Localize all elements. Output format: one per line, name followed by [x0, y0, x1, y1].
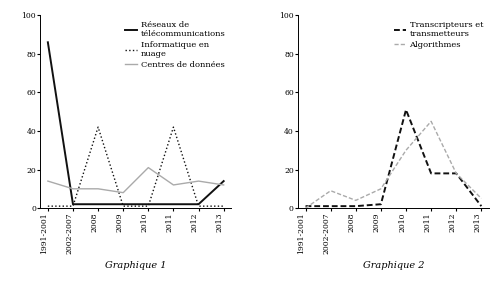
Transcripteurs et
transmetteurs [353, 204, 359, 208]
Line: Informatique en
nuage: Informatique en nuage [48, 127, 224, 206]
Legend: Transcripteurs et
transmetteurs, Algorithmes: Transcripteurs et transmetteurs, Algorit… [392, 20, 485, 50]
Centres de données [45, 179, 51, 183]
Informatique en
nuage [120, 204, 126, 208]
Transcripteurs et
transmetteurs [328, 204, 334, 208]
Réseaux de
télécommunications [70, 202, 76, 206]
Réseaux de
télécommunications [170, 202, 176, 206]
Informatique en
nuage [95, 125, 101, 129]
Algorithmes [478, 196, 484, 200]
Algorithmes [453, 172, 459, 175]
Réseaux de
télécommunications [221, 179, 227, 183]
Réseaux de
télécommunications [120, 202, 126, 206]
Line: Transcripteurs et
transmetteurs: Transcripteurs et transmetteurs [305, 110, 481, 206]
Transcripteurs et
transmetteurs [378, 202, 384, 206]
Centres de données [95, 187, 101, 191]
Informatique en
nuage [45, 204, 51, 208]
Centres de données [145, 166, 151, 170]
Line: Centres de données: Centres de données [48, 168, 224, 193]
Algorithmes [302, 206, 308, 210]
Informatique en
nuage [170, 125, 176, 129]
Text: Graphique 1: Graphique 1 [105, 261, 166, 270]
Algorithmes [328, 189, 334, 192]
Réseaux de
télécommunications [95, 202, 101, 206]
Line: Algorithmes: Algorithmes [305, 121, 481, 208]
Transcripteurs et
transmetteurs [428, 172, 434, 175]
Réseaux de
télécommunications [45, 40, 51, 44]
Informatique en
nuage [70, 204, 76, 208]
Réseaux de
télécommunications [196, 202, 202, 206]
Algorithmes [428, 119, 434, 123]
Transcripteurs et
transmetteurs [403, 108, 409, 112]
Algorithmes [353, 199, 359, 202]
Centres de données [70, 187, 76, 191]
Transcripteurs et
transmetteurs [302, 204, 308, 208]
Informatique en
nuage [221, 204, 227, 208]
Centres de données [120, 191, 126, 195]
Informatique en
nuage [145, 204, 151, 208]
Centres de données [196, 179, 202, 183]
Transcripteurs et
transmetteurs [453, 172, 459, 175]
Line: Réseaux de
télécommunications: Réseaux de télécommunications [48, 42, 224, 204]
Centres de données [170, 183, 176, 187]
Algorithmes [378, 187, 384, 191]
Transcripteurs et
transmetteurs [478, 204, 484, 208]
Algorithmes [403, 148, 409, 152]
Réseaux de
télécommunications [145, 202, 151, 206]
Informatique en
nuage [196, 204, 202, 208]
Legend: Réseaux de
télécommunications, Informatique en
nuage, Centres de données: Réseaux de télécommunications, Informati… [123, 20, 227, 70]
Text: Graphique 2: Graphique 2 [363, 261, 424, 270]
Centres de données [221, 183, 227, 187]
